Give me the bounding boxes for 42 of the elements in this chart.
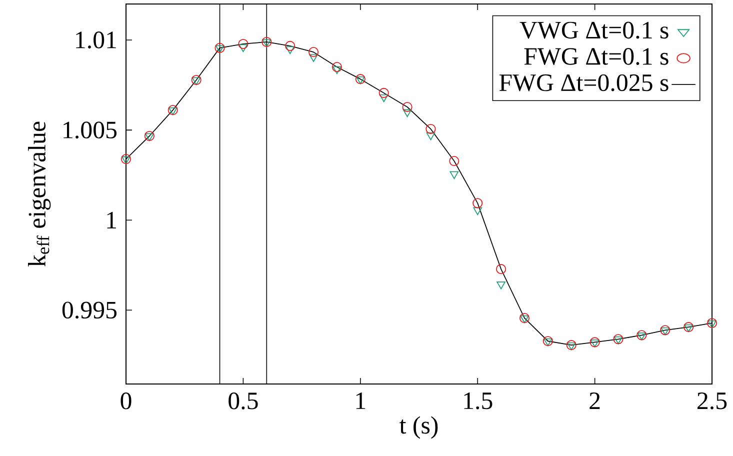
point bbox=[238, 44, 248, 52]
x-tick-label: 2 bbox=[590, 392, 600, 409]
y-tick-label: 1.005 bbox=[64, 122, 117, 139]
legend-label: FWG Δt=0.025 s bbox=[499, 74, 668, 92]
point bbox=[262, 39, 272, 48]
point bbox=[215, 45, 224, 53]
x-axis-title: t (s) bbox=[400, 416, 438, 439]
y-tick-label: 0.995 bbox=[62, 302, 117, 319]
point bbox=[238, 38, 248, 49]
x-tick-label: 0.5 bbox=[228, 392, 258, 410]
y-tick-label: 1 bbox=[107, 212, 116, 228]
point bbox=[402, 102, 412, 112]
y-axis-title: k$_{eff}$ eigenvalue bbox=[28, 122, 51, 267]
point bbox=[402, 109, 412, 118]
point bbox=[191, 74, 202, 86]
point bbox=[332, 62, 342, 72]
point bbox=[309, 54, 318, 62]
point bbox=[192, 77, 201, 86]
y-tick-label: 1.01 bbox=[76, 32, 116, 48]
point bbox=[144, 130, 154, 142]
point bbox=[496, 264, 506, 274]
x-tick-label: 1.5 bbox=[464, 392, 492, 410]
point bbox=[472, 198, 483, 208]
x-tick-label: 1 bbox=[356, 392, 366, 409]
point bbox=[145, 133, 154, 142]
point bbox=[332, 66, 342, 74]
point bbox=[450, 171, 459, 180]
point bbox=[496, 281, 506, 290]
point bbox=[308, 47, 319, 58]
point bbox=[214, 42, 225, 53]
point bbox=[379, 94, 388, 102]
point bbox=[378, 88, 389, 98]
point bbox=[262, 36, 272, 48]
legend-label: VWG Δt=0.1 s bbox=[520, 22, 668, 39]
point bbox=[426, 124, 436, 134]
x-tick-label: 0 bbox=[120, 392, 132, 410]
point bbox=[285, 40, 296, 51]
point bbox=[449, 156, 460, 166]
point bbox=[286, 46, 295, 54]
x-tick-label: 2.5 bbox=[698, 392, 727, 410]
legend-label: FWG Δt=0.1 s bbox=[524, 48, 668, 65]
point bbox=[426, 132, 436, 140]
